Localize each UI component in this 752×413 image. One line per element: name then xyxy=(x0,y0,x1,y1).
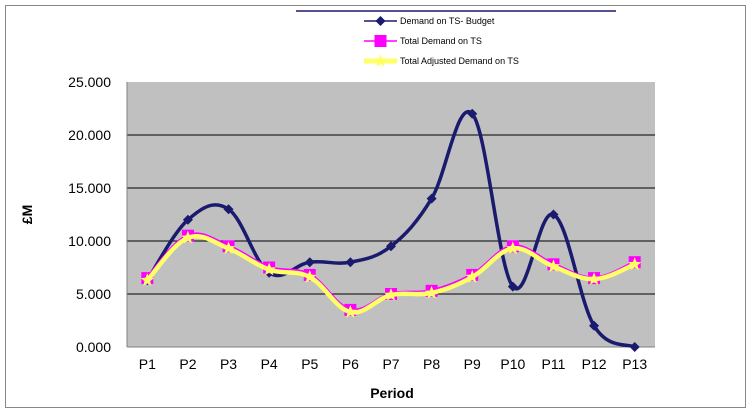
data-point xyxy=(587,272,601,285)
legend-label: Total Demand on TS xyxy=(400,36,482,46)
x-tick-label: P7 xyxy=(382,356,399,372)
legend-label: Total Adjusted Demand on TS xyxy=(400,56,519,66)
data-point xyxy=(345,257,356,268)
legend-item: Total Demand on TS xyxy=(364,35,482,47)
data-point xyxy=(384,288,398,301)
x-tick-label: P10 xyxy=(500,356,525,372)
data-point xyxy=(181,230,195,244)
legend-swatch-marker xyxy=(374,35,387,47)
x-tick-label: P1 xyxy=(139,356,156,372)
y-tick-label: 5.000 xyxy=(76,286,111,302)
data-point xyxy=(589,320,600,331)
y-tick-label: 25.000 xyxy=(68,74,111,90)
x-tick-label: P3 xyxy=(220,356,237,372)
data-point xyxy=(343,305,357,318)
x-tick-label: P13 xyxy=(622,356,647,372)
y-tick-label: 15.000 xyxy=(68,180,111,196)
plot-area xyxy=(127,82,655,347)
x-tick-label: P12 xyxy=(582,356,607,372)
legend-label: Demand on TS- Budget xyxy=(400,16,495,26)
legend-box xyxy=(296,11,616,77)
data-point xyxy=(507,281,518,292)
data-point xyxy=(262,262,276,276)
data-point xyxy=(303,270,317,283)
data-point xyxy=(304,257,315,268)
data-point xyxy=(628,257,642,270)
data-point xyxy=(546,259,561,273)
data-point xyxy=(425,285,439,299)
y-tick-label: 20.000 xyxy=(68,127,111,143)
y-axis-title: £M xyxy=(19,205,35,224)
legend: Demand on TS- Budget Total Demand on TS To… xyxy=(296,10,616,77)
legend-swatch-marker xyxy=(373,54,388,67)
data-point xyxy=(221,241,236,255)
data-point xyxy=(548,209,559,220)
series xyxy=(140,108,642,352)
data-point xyxy=(467,108,478,119)
data-point xyxy=(506,241,520,255)
x-tick-label: P4 xyxy=(261,356,278,372)
x-tick-label: P11 xyxy=(542,356,566,372)
y-tick-label: 10.000 xyxy=(68,233,111,249)
data-point xyxy=(426,193,437,204)
y-axis-ticks: 0.000 5.000 10.000 15.000 20.000 25.000 xyxy=(68,74,111,355)
x-axis-title: Period xyxy=(370,385,414,401)
data-point xyxy=(182,214,193,225)
x-tick-label: P5 xyxy=(301,356,318,372)
x-tick-label: P9 xyxy=(464,356,481,372)
data-point xyxy=(465,270,479,283)
y-tick-label: 0.000 xyxy=(76,339,111,355)
x-tick-label: P6 xyxy=(342,356,359,372)
x-tick-label: P2 xyxy=(179,356,196,372)
series-2 xyxy=(140,230,642,318)
series-0 xyxy=(142,108,640,352)
x-tick-label: P8 xyxy=(423,356,440,372)
legend-item: Total Adjusted Demand on TS xyxy=(364,54,519,67)
data-point xyxy=(223,204,234,215)
legend-swatch-marker xyxy=(375,16,386,26)
data-point xyxy=(629,342,640,352)
x-axis-ticks: P1 P2 P3 P4 P5 P6 P7 P8 P9 P10 P11 P12 P13 xyxy=(139,356,648,372)
data-point xyxy=(140,273,154,286)
legend-item: Demand on TS- Budget xyxy=(364,16,495,26)
data-point xyxy=(386,241,396,252)
